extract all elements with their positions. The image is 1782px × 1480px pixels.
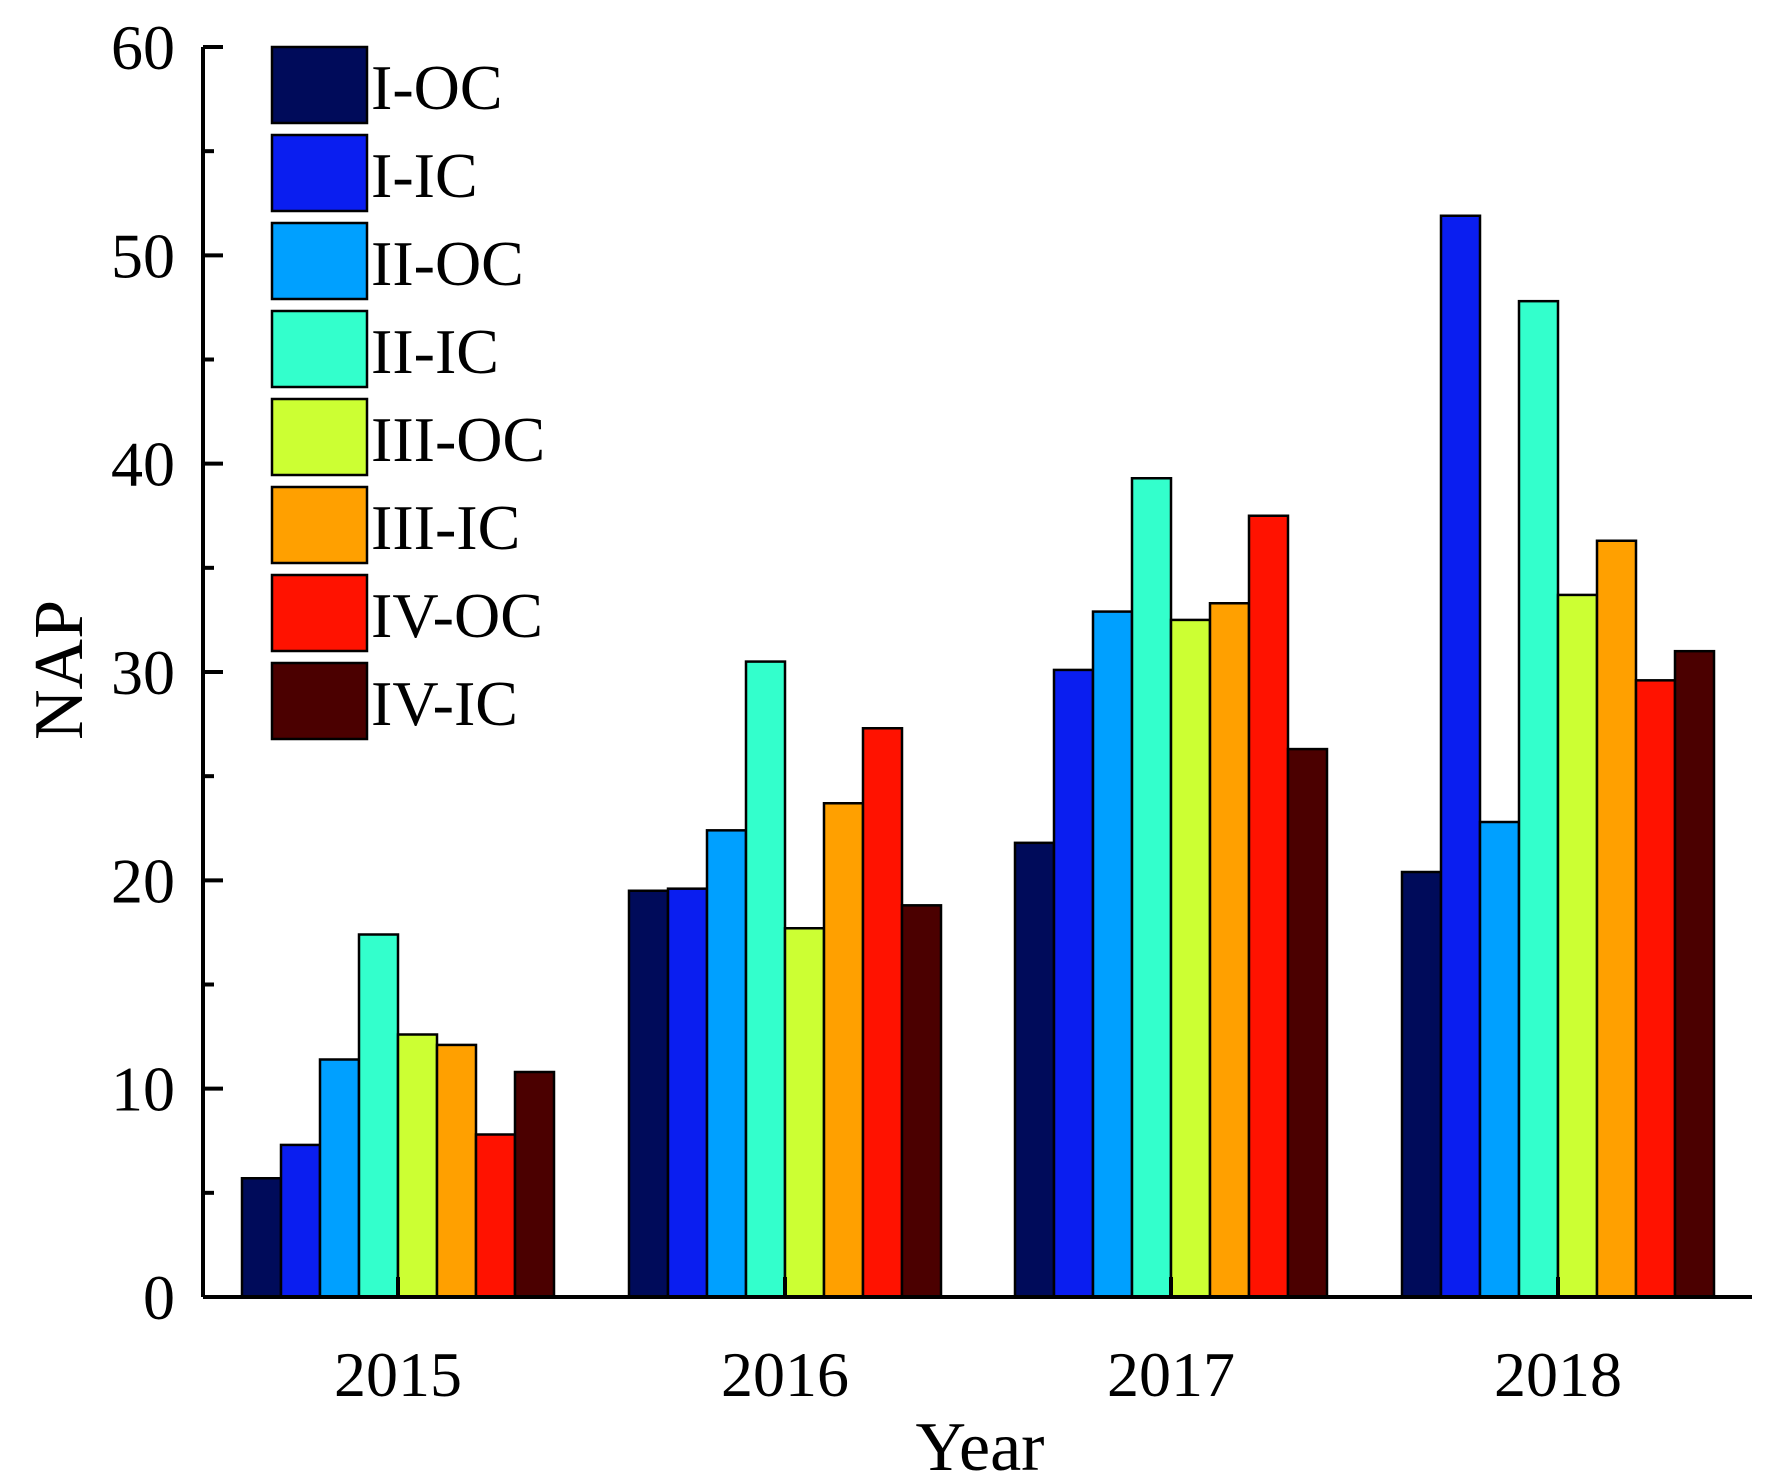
bar-iv-ic-2017 <box>1286 747 1329 1299</box>
bar-i-oc-2015 <box>240 1177 283 1299</box>
bar-iv-ic-2018 <box>1673 649 1716 1299</box>
bar-i-oc-2018 <box>1400 870 1443 1299</box>
y-tick-label-50: 50 <box>111 220 175 291</box>
axes-layer: 0 10 20 30 40 50 60 2015 2016 2017 2018 <box>111 12 1752 1410</box>
bar-iii-oc-2015 <box>396 1033 439 1299</box>
y-tick-label-30: 30 <box>111 637 175 708</box>
bars-layer <box>240 214 1716 1299</box>
y-tick-label-0: 0 <box>143 1262 175 1333</box>
legend-label-iv-oc: IV-OC <box>371 580 543 651</box>
bar-i-ic-2016 <box>666 887 709 1299</box>
bar-i-ic-2017 <box>1052 668 1095 1299</box>
x-axis-title: Year <box>916 1409 1045 1480</box>
bar-ii-ic-2016 <box>744 660 787 1299</box>
legend-label-iii-ic: III-IC <box>371 492 520 563</box>
x-tick-label-2018: 2018 <box>1494 1339 1622 1410</box>
x-tick-label-2016: 2016 <box>721 1339 849 1410</box>
legend-swatch-iii-oc <box>270 397 369 477</box>
bar-iv-oc-2015 <box>474 1133 517 1299</box>
bar-ii-oc-2015 <box>318 1058 361 1299</box>
legend-swatch-iii-ic <box>270 485 369 565</box>
legend-swatch-i-ic <box>270 133 369 213</box>
y-tick-label-60: 60 <box>111 12 175 83</box>
legend-label-iii-oc: III-OC <box>371 404 545 475</box>
x-tick-label-2015: 2015 <box>334 1339 462 1410</box>
bar-iii-oc-2016 <box>783 927 826 1299</box>
legend-swatch-ii-oc <box>270 221 369 301</box>
legend: I-OC I-IC II-OC II-IC III-OC III-IC IV-OC IV-IC <box>270 45 545 741</box>
bar-ii-ic-2015 <box>357 933 400 1299</box>
legend-swatch-iv-oc <box>270 573 369 653</box>
bar-iii-ic-2018 <box>1595 539 1638 1299</box>
bar-iii-ic-2015 <box>435 1043 478 1299</box>
bar-i-oc-2017 <box>1013 841 1056 1299</box>
bar-iv-ic-2015 <box>513 1070 556 1299</box>
bar-ii-ic-2018 <box>1517 299 1560 1299</box>
y-tick-label-20: 20 <box>111 845 175 916</box>
legend-label-i-oc: I-OC <box>371 52 503 123</box>
bar-iv-ic-2016 <box>900 904 943 1299</box>
bar-ii-oc-2017 <box>1091 610 1134 1299</box>
bar-iv-oc-2016 <box>861 727 904 1299</box>
bar-iv-oc-2018 <box>1634 679 1677 1299</box>
legend-label-i-ic: I-IC <box>371 140 478 211</box>
bar-iii-oc-2017 <box>1169 618 1212 1299</box>
x-tick-label-2017: 2017 <box>1107 1339 1235 1410</box>
y-tick-label-40: 40 <box>111 429 175 500</box>
bar-i-ic-2018 <box>1439 214 1482 1299</box>
y-axis-title: NAP <box>21 600 98 740</box>
bar-iv-oc-2017 <box>1247 514 1290 1299</box>
legend-label-ii-oc: II-OC <box>371 228 524 299</box>
legend-label-ii-ic: II-IC <box>371 316 499 387</box>
bar-iii-ic-2016 <box>822 802 865 1299</box>
bar-iii-ic-2017 <box>1208 602 1251 1299</box>
bar-ii-oc-2016 <box>705 829 748 1299</box>
legend-label-iv-ic: IV-IC <box>371 668 518 739</box>
bar-ii-oc-2018 <box>1478 820 1521 1299</box>
bar-i-oc-2016 <box>627 889 670 1299</box>
legend-swatch-ii-ic <box>270 309 369 389</box>
y-tick-label-10: 10 <box>111 1054 175 1125</box>
bar-iii-oc-2018 <box>1556 593 1599 1299</box>
legend-swatch-iv-ic <box>270 661 369 741</box>
bar-i-ic-2015 <box>279 1143 322 1299</box>
legend-swatch-i-oc <box>270 45 369 125</box>
bar-ii-ic-2017 <box>1130 477 1173 1299</box>
